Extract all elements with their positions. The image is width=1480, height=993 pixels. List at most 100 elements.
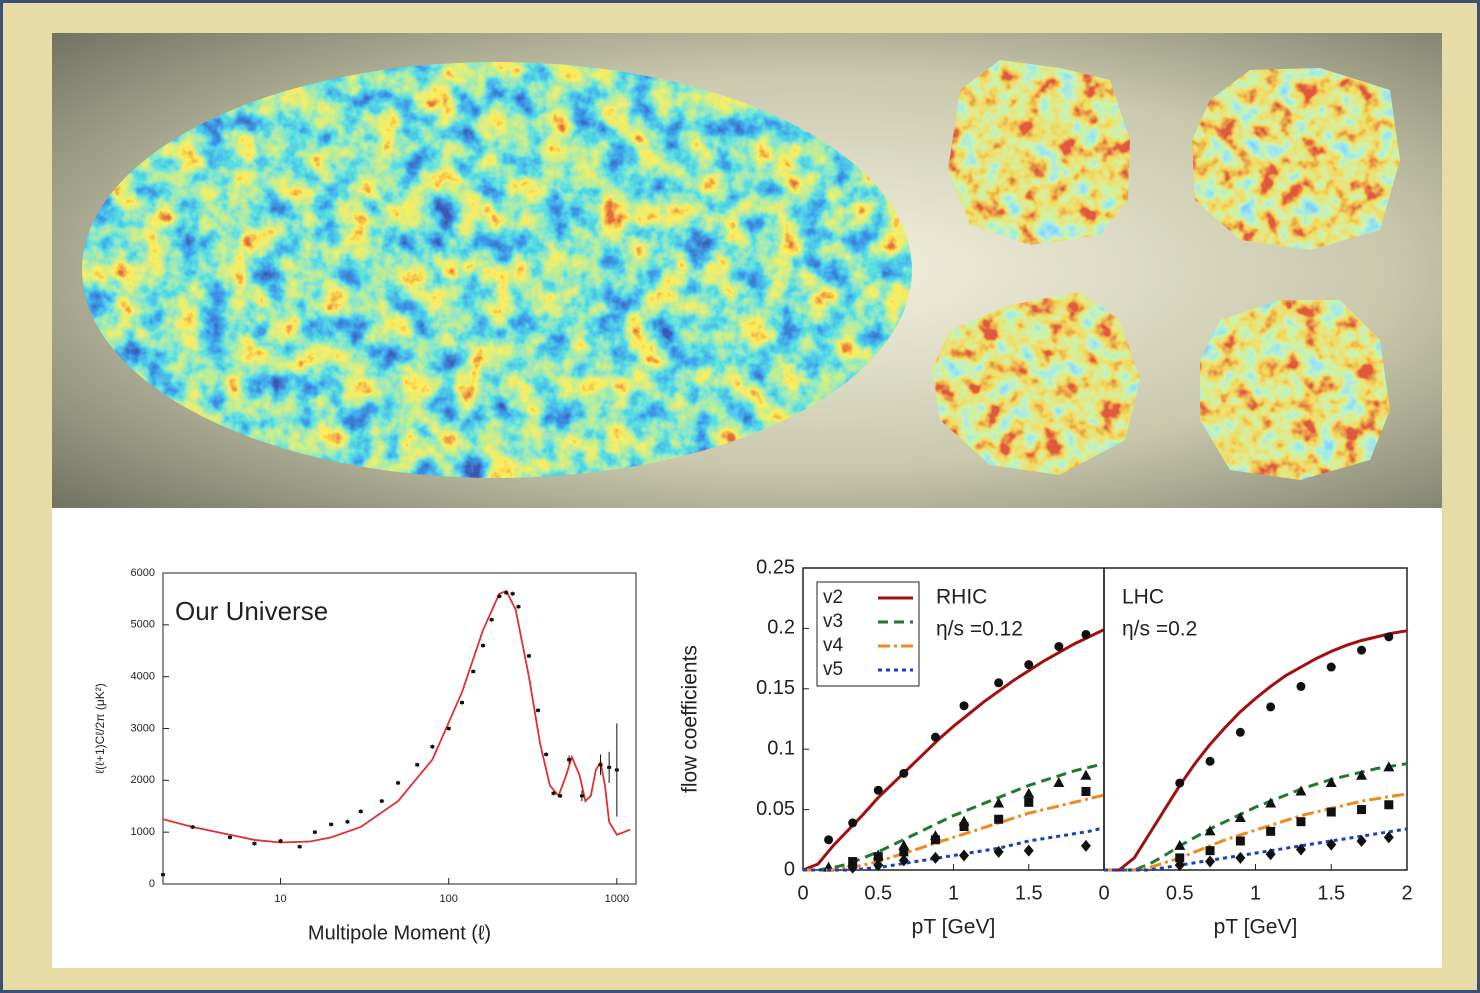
marker xyxy=(874,786,883,795)
y-tick-label: 5000 xyxy=(131,619,155,631)
marker xyxy=(1296,817,1305,826)
data-point xyxy=(511,592,515,595)
slide: 0100020003000400050006000101001000Multip… xyxy=(0,0,1480,993)
x-axis-label: pT [GeV] xyxy=(1214,916,1298,939)
data-point xyxy=(228,836,232,839)
data-point xyxy=(481,644,485,647)
y-tick-label: 3000 xyxy=(131,722,155,734)
marker xyxy=(824,835,833,844)
y-axis-label: flow coefficients xyxy=(679,645,702,793)
legend-label: v2 xyxy=(823,587,843,608)
data-point xyxy=(527,654,531,657)
panel-title: LHC xyxy=(1122,586,1164,609)
marker xyxy=(1384,800,1393,809)
data-point xyxy=(430,745,434,748)
x-tick-label: 1000 xyxy=(605,893,629,905)
data-point xyxy=(471,670,475,673)
data-point xyxy=(279,839,283,842)
marker xyxy=(931,835,940,844)
cmb-sky-map xyxy=(82,62,912,478)
marker xyxy=(1266,827,1275,836)
data-point xyxy=(447,727,451,730)
y-tick-label: 0.1 xyxy=(767,737,795,759)
marker xyxy=(1024,660,1033,669)
marker xyxy=(960,822,969,831)
data-point xyxy=(599,763,603,766)
x-axis-label: Multipole Moment (ℓ) xyxy=(308,922,491,944)
marker xyxy=(1384,632,1393,641)
y-tick-label: 1000 xyxy=(131,826,155,838)
marker xyxy=(1327,808,1336,817)
y-tick-label: 0 xyxy=(149,878,155,890)
annotation: Our Universe xyxy=(175,596,328,626)
legend-label: v3 xyxy=(823,611,843,632)
collision-blob xyxy=(1200,300,1390,480)
marker xyxy=(1054,642,1063,651)
marker xyxy=(1206,757,1215,766)
data-point xyxy=(615,768,619,771)
x-tick-label: 1.5 xyxy=(1317,882,1345,904)
data-point xyxy=(580,794,584,797)
marker xyxy=(1236,837,1245,846)
x-tick-label: 1 xyxy=(948,882,959,904)
data-point xyxy=(380,800,384,803)
y-tick-label: 0.2 xyxy=(767,617,795,639)
marker xyxy=(1081,787,1090,796)
data-point xyxy=(544,753,548,756)
marker xyxy=(1296,682,1305,691)
data-point xyxy=(567,758,571,761)
data-point xyxy=(460,701,464,704)
data-point xyxy=(504,591,508,594)
annotation: η/s =0.12 xyxy=(936,618,1023,641)
marker xyxy=(1357,805,1366,814)
marker xyxy=(931,733,940,742)
marker xyxy=(994,678,1003,687)
data-point xyxy=(359,810,363,813)
collision-blob xyxy=(948,60,1130,245)
marker xyxy=(1327,663,1336,672)
marker xyxy=(1175,779,1184,788)
marker xyxy=(1266,702,1275,711)
y-tick-label: 0.15 xyxy=(756,677,795,699)
x-tick-label: 0 xyxy=(1098,882,1109,904)
data-point xyxy=(516,605,520,608)
x-tick-label: 1.5 xyxy=(1015,882,1043,904)
data-point xyxy=(329,823,333,826)
panel-title: RHIC xyxy=(936,586,987,609)
x-tick-label: 2 xyxy=(1401,882,1412,904)
annotation: η/s =0.2 xyxy=(1122,618,1197,641)
page: 0100020003000400050006000101001000Multip… xyxy=(0,0,1480,993)
marker xyxy=(848,818,857,827)
legend-label: v5 xyxy=(823,659,843,680)
marker xyxy=(1081,630,1090,639)
x-tick-label: 100 xyxy=(440,893,458,905)
x-tick-label: 10 xyxy=(274,893,286,905)
y-tick-label: 2000 xyxy=(131,774,155,786)
marker xyxy=(1357,646,1366,655)
x-tick-label: 0 xyxy=(797,882,808,904)
collision-blob xyxy=(1192,68,1400,250)
chart-panel xyxy=(52,508,1442,968)
data-point xyxy=(313,831,317,834)
data-point xyxy=(558,794,562,797)
y-tick-label: 0 xyxy=(784,858,795,880)
data-point xyxy=(490,618,494,621)
data-point xyxy=(298,845,302,848)
y-axis-label: ℓ(ℓ+1)Cℓ/2π (μK²) xyxy=(93,683,107,774)
data-point xyxy=(396,781,400,784)
y-tick-label: 4000 xyxy=(131,671,155,683)
x-tick-label: 1 xyxy=(1250,882,1261,904)
x-tick-label: 0.5 xyxy=(864,882,892,904)
data-point xyxy=(252,842,256,845)
data-point xyxy=(497,595,501,598)
data-point xyxy=(415,763,419,766)
marker xyxy=(899,769,908,778)
x-tick-label: 0.5 xyxy=(1166,882,1194,904)
data-point xyxy=(345,820,349,823)
marker xyxy=(960,701,969,710)
y-tick-label: 0.25 xyxy=(756,556,795,578)
data-point xyxy=(551,792,555,795)
data-point xyxy=(191,825,195,828)
marker xyxy=(1236,728,1245,737)
legend-label: v4 xyxy=(823,635,844,656)
